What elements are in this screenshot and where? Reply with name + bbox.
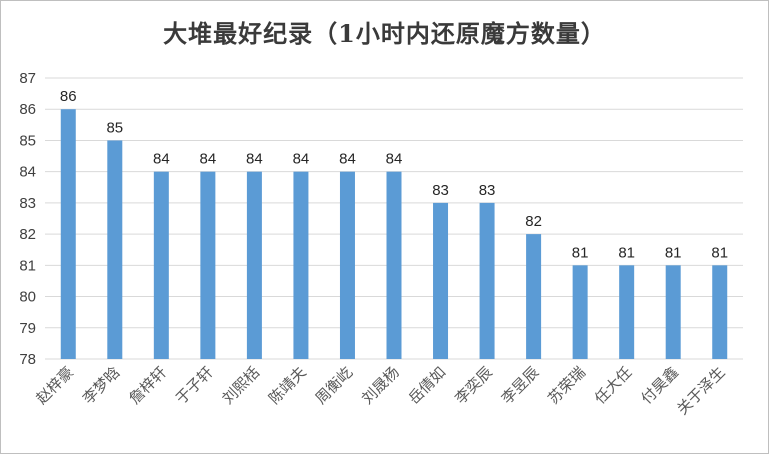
data-label: 83 (479, 182, 496, 199)
bar (386, 171, 402, 359)
x-tick-label: 周衡屹 (312, 363, 357, 408)
bar (712, 265, 728, 359)
data-label: 84 (153, 151, 170, 168)
x-tick-label: 李梦晗 (79, 363, 124, 408)
x-tick-label: 刘熙栝 (219, 363, 264, 408)
bar (246, 171, 262, 359)
data-label: 84 (200, 151, 217, 168)
data-label: 81 (665, 244, 682, 261)
data-label: 84 (386, 151, 403, 168)
data-label: 84 (339, 151, 356, 168)
y-tick-label: 80 (19, 289, 36, 306)
bar (339, 171, 355, 359)
data-label: 81 (572, 244, 589, 261)
x-tick-label: 任大任 (591, 363, 636, 408)
data-label: 82 (525, 213, 542, 230)
x-tick-label: 岳倩如 (405, 363, 450, 408)
y-tick-label: 87 (19, 70, 36, 87)
chart-title: 大堆最好纪录（1小时内还原魔方数量） (163, 19, 606, 48)
x-tick-label: 关于泽生 (673, 363, 728, 418)
bar (665, 265, 681, 359)
bar (526, 234, 542, 359)
x-tick-label: 李奕辰 (451, 363, 496, 408)
data-label: 81 (711, 244, 728, 261)
y-tick-label: 79 (19, 320, 36, 337)
x-tick-label: 詹梓轩 (126, 363, 171, 408)
y-tick-label: 78 (19, 351, 36, 368)
bar (433, 202, 449, 359)
x-tick-label: 付昊鑫 (637, 363, 682, 408)
bar (107, 140, 123, 359)
bar (200, 171, 216, 359)
bar (619, 265, 635, 359)
bar (479, 202, 495, 359)
y-tick-label: 82 (19, 226, 36, 243)
y-tick-label: 81 (19, 257, 36, 274)
x-tick-label: 刘晟杨 (358, 363, 403, 408)
y-tick-label: 84 (19, 164, 36, 181)
data-label: 84 (293, 151, 310, 168)
data-label: 86 (60, 88, 77, 105)
x-tick-label: 苏荣瑞 (544, 363, 589, 408)
bar (293, 171, 309, 359)
y-tick-label: 86 (19, 101, 36, 118)
data-label: 85 (106, 119, 123, 136)
x-tick-label: 李昱辰 (498, 363, 543, 408)
bar (60, 109, 76, 359)
bar (572, 265, 588, 359)
data-label: 81 (618, 244, 635, 261)
data-label: 83 (432, 182, 449, 199)
y-tick-label: 83 (19, 195, 36, 212)
bar (153, 171, 169, 359)
y-tick-label: 85 (19, 132, 36, 149)
data-label: 84 (246, 151, 263, 168)
x-tick-label: 于子轩 (172, 363, 217, 408)
x-tick-label: 陈靖夫 (265, 363, 310, 408)
x-tick-label: 赵梓豪 (33, 363, 78, 408)
